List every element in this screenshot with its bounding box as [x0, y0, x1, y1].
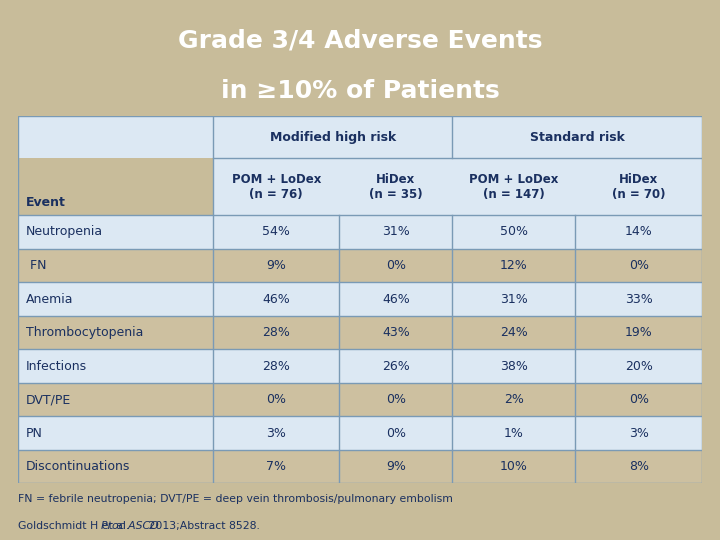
- Text: HiDex
(n = 70): HiDex (n = 70): [612, 173, 665, 201]
- Text: FN = febrile neutropenia; DVT/PE = deep vein thrombosis/pulmonary embolism: FN = febrile neutropenia; DVT/PE = deep …: [18, 494, 453, 504]
- Text: 2013;Abstract 8528.: 2013;Abstract 8528.: [145, 521, 260, 531]
- Text: Standard risk: Standard risk: [530, 131, 625, 144]
- Text: 0%: 0%: [386, 393, 406, 406]
- Text: in ≥10% of Patients: in ≥10% of Patients: [220, 78, 500, 103]
- Text: 14%: 14%: [625, 226, 652, 239]
- Text: 0%: 0%: [386, 427, 406, 440]
- Text: 26%: 26%: [382, 360, 410, 373]
- Text: 54%: 54%: [262, 226, 290, 239]
- Text: 28%: 28%: [262, 360, 290, 373]
- Text: 2%: 2%: [504, 393, 524, 406]
- Text: POM + LoDex
(n = 76): POM + LoDex (n = 76): [232, 173, 321, 201]
- Bar: [18, 416, 702, 450]
- Text: Proc ASCO: Proc ASCO: [101, 521, 158, 531]
- Text: 28%: 28%: [262, 326, 290, 339]
- Text: 19%: 19%: [625, 326, 652, 339]
- Bar: [213, 116, 452, 158]
- Bar: [340, 158, 452, 215]
- Bar: [452, 116, 702, 158]
- Text: POM + LoDex
(n = 147): POM + LoDex (n = 147): [469, 173, 559, 201]
- Text: 8%: 8%: [629, 460, 649, 473]
- Text: 24%: 24%: [500, 326, 528, 339]
- Bar: [18, 215, 702, 249]
- Text: 31%: 31%: [500, 293, 528, 306]
- Text: 50%: 50%: [500, 226, 528, 239]
- Text: 9%: 9%: [386, 460, 406, 473]
- Text: 0%: 0%: [629, 259, 649, 272]
- Text: 31%: 31%: [382, 226, 410, 239]
- Bar: [575, 158, 702, 215]
- Text: 3%: 3%: [266, 427, 286, 440]
- Text: 46%: 46%: [382, 293, 410, 306]
- Bar: [18, 349, 702, 383]
- Text: 46%: 46%: [262, 293, 290, 306]
- Text: 0%: 0%: [266, 393, 287, 406]
- Text: 3%: 3%: [629, 427, 649, 440]
- Text: Event: Event: [26, 195, 66, 208]
- Text: 12%: 12%: [500, 259, 528, 272]
- Text: 20%: 20%: [625, 360, 652, 373]
- Bar: [18, 383, 702, 416]
- Text: 43%: 43%: [382, 326, 410, 339]
- Text: Goldschmidt H et al.: Goldschmidt H et al.: [18, 521, 132, 531]
- Text: 38%: 38%: [500, 360, 528, 373]
- Text: Neutropenia: Neutropenia: [26, 226, 104, 239]
- Bar: [18, 282, 702, 316]
- Text: PN: PN: [26, 427, 43, 440]
- Text: 0%: 0%: [386, 259, 406, 272]
- Text: Anemia: Anemia: [26, 293, 73, 306]
- Text: Modified high risk: Modified high risk: [269, 131, 396, 144]
- Text: 1%: 1%: [504, 427, 524, 440]
- Bar: [18, 316, 702, 349]
- Text: 33%: 33%: [625, 293, 652, 306]
- Text: DVT/PE: DVT/PE: [26, 393, 71, 406]
- Text: Grade 3/4 Adverse Events: Grade 3/4 Adverse Events: [178, 29, 542, 52]
- Text: Discontinuations: Discontinuations: [26, 460, 130, 473]
- Bar: [213, 158, 340, 215]
- Text: 7%: 7%: [266, 460, 287, 473]
- Text: 10%: 10%: [500, 460, 528, 473]
- Text: Thrombocytopenia: Thrombocytopenia: [26, 326, 143, 339]
- Bar: [452, 158, 575, 215]
- Text: FN: FN: [26, 259, 47, 272]
- Bar: [18, 59, 213, 158]
- Bar: [18, 249, 702, 282]
- Text: 0%: 0%: [629, 393, 649, 406]
- Text: 9%: 9%: [266, 259, 286, 272]
- Bar: [18, 450, 702, 483]
- Text: HiDex
(n = 35): HiDex (n = 35): [369, 173, 423, 201]
- Text: Infections: Infections: [26, 360, 87, 373]
